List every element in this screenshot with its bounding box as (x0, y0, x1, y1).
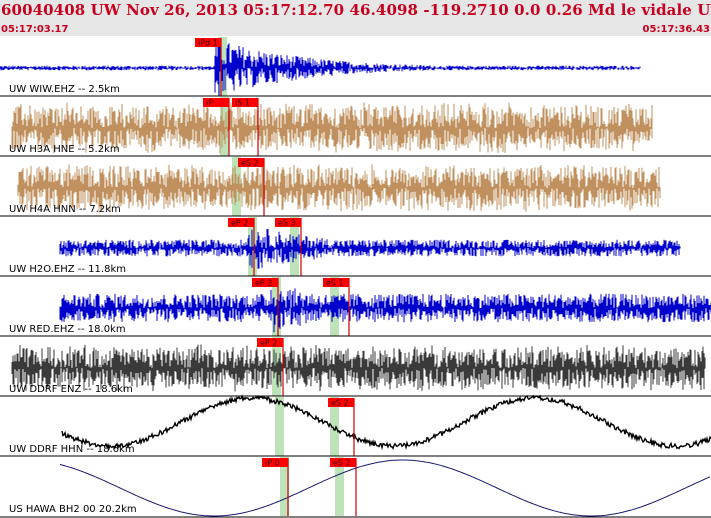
pick-label: iPd 1 (198, 39, 218, 48)
pick-label: eS 3 (278, 219, 296, 228)
waveform (11, 102, 653, 154)
waveform (17, 164, 661, 213)
trace-panel[interactable]: eP 2 eS 3 UW H2O.EHZ -- 11.8km (0, 215, 711, 276)
waveform (11, 344, 706, 392)
end-time: 05:17:36.43 (642, 24, 710, 35)
pick-label-box (238, 158, 264, 167)
phase-pick[interactable]: iP (203, 98, 230, 156)
pick-label: eP 2 (231, 219, 248, 228)
phase-pick[interactable]: eS 2 (328, 398, 355, 456)
phase-pick[interactable]: iPd 1 (195, 38, 222, 96)
trace-panel[interactable]: iPd 1 UW WIW.EHZ -- 2.5km (0, 37, 641, 96)
phase-pick[interactable]: eP 2 (252, 278, 279, 336)
pick-window (275, 397, 284, 456)
waveform (59, 459, 711, 517)
waveform (61, 394, 711, 451)
pick-label: eS 2 (331, 399, 349, 408)
pick-label: eS 2 (241, 159, 259, 168)
pick-label-box (203, 98, 229, 107)
pick-label: eS 1 (326, 279, 344, 288)
pick-label-box (262, 458, 288, 467)
channel-label: UW WIW.EHZ -- 2.5km (9, 84, 120, 95)
trace-panel[interactable]: eS 2 UW DDRF HHN -- 18.6km (0, 394, 711, 456)
phase-pick[interactable]: eS 2 (238, 158, 265, 216)
phase-pick[interactable]: eP 2 (257, 338, 284, 396)
channel-label: UW DDRF ENZ -- 18.6km (9, 384, 133, 395)
trace-panel[interactable]: iP 0 eS 2 US HAWA BH2 00 20.2km (0, 455, 711, 517)
phase-pick[interactable]: eS 3 (275, 218, 302, 276)
channel-label: UW RED.EHZ -- 18.0km (9, 324, 126, 335)
pick-window (280, 457, 289, 516)
trace-panel[interactable]: iP iS 1 UW H3A HNE -- 5.2km (0, 95, 711, 156)
pick-label-box (228, 218, 254, 227)
phase-pick[interactable]: eS 2 (330, 458, 357, 516)
pick-label: eP 2 (255, 279, 272, 288)
phase-pick[interactable]: iP 0 (262, 458, 289, 516)
channel-label: UW DDRF HHN -- 18.6km (9, 444, 135, 455)
pick-label: eS 2 (333, 459, 351, 468)
pick-label-box (275, 218, 301, 227)
event-header: 60040408 UW Nov 26, 2013 05:17:12.70 46.… (0, 0, 711, 36)
pick-label: iP (206, 99, 213, 108)
pick-label: iS 1 (235, 99, 250, 108)
trace-panel[interactable]: eP 2 eS 1 UW RED.EHZ -- 18.0km (0, 275, 711, 336)
pick-window (335, 457, 344, 516)
pick-label-box (195, 38, 221, 47)
pick-label-box (330, 458, 356, 467)
pick-label-box (257, 338, 283, 347)
channel-label: UW H4A HNN -- 7.2km (9, 204, 121, 215)
pick-window (330, 397, 339, 456)
waveform (59, 228, 681, 269)
pick-label-box (232, 98, 258, 107)
waveform (0, 39, 641, 96)
start-time: 05:17:03.17 (1, 24, 69, 35)
seismogram-panel[interactable]: iPd 1 UW WIW.EHZ -- 2.5km iP iS 1 UW H3A HNE… (0, 36, 711, 518)
pick-label: eP 2 (260, 339, 277, 348)
pick-label-box (323, 278, 349, 287)
channel-label: UW H2O.EHZ -- 11.8km (9, 264, 126, 275)
trace-panel[interactable]: eP 2 UW DDRF ENZ -- 18.6km (0, 335, 711, 396)
channel-label: US HAWA BH2 00 20.2km (9, 504, 137, 515)
pick-label: iP 0 (265, 459, 280, 468)
phase-pick[interactable]: eS 1 (323, 278, 350, 336)
phase-pick[interactable]: iS 1 (232, 98, 259, 156)
pick-label-box (328, 398, 354, 407)
event-title: 60040408 UW Nov 26, 2013 05:17:12.70 46.… (1, 1, 711, 19)
waveform (59, 288, 711, 333)
trace-panel[interactable]: eS 2 UW H4A HNN -- 7.2km (0, 155, 711, 216)
pick-label-box (252, 278, 278, 287)
channel-label: UW H3A HNE -- 5.2km (9, 144, 120, 155)
phase-pick[interactable]: eP 2 (228, 218, 255, 276)
